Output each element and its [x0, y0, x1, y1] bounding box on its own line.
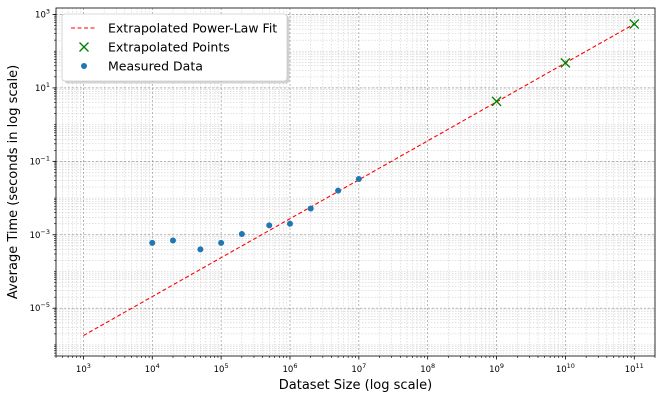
measured-point — [197, 246, 204, 253]
x-tick-exponent: 7 — [362, 362, 366, 370]
legend-label: Measured Data — [108, 59, 203, 74]
y-tick-base: 10 — [35, 84, 46, 94]
x-tick-exponent: 3 — [87, 362, 91, 370]
y-tick-base: 10 — [30, 231, 41, 241]
y-axis-label: Average Time (seconds in log scale) — [6, 65, 21, 299]
x-tick-exponent: 11 — [636, 362, 644, 370]
measured-point — [335, 187, 342, 194]
measured-point — [218, 239, 225, 246]
y-tick-exponent: 3 — [46, 7, 50, 15]
x-tick-exponent: 8 — [431, 362, 435, 370]
legend-label: Extrapolated Points — [108, 40, 230, 55]
measured-point — [169, 237, 176, 244]
x-axis-label: Dataset Size (log scale) — [279, 378, 432, 393]
measured-point — [238, 231, 245, 238]
extrapolated-point — [629, 19, 640, 29]
x-tick-exponent: 6 — [293, 362, 297, 370]
y-tick-exponent: −1 — [40, 154, 50, 162]
y-tick-label: 103 — [35, 7, 50, 20]
y-tick-label: 10−5 — [30, 301, 50, 314]
x-tick-exponent: 9 — [500, 362, 504, 370]
y-tick-exponent: −3 — [40, 228, 50, 236]
measured-point — [266, 222, 273, 229]
legend-handle-extrapolated — [79, 42, 89, 52]
legend-box — [61, 13, 288, 82]
y-tick-label: 10−3 — [30, 228, 50, 241]
y-tick-exponent: −5 — [40, 301, 50, 309]
x-tick-exponent: 10 — [567, 362, 575, 370]
y-tick-label: 101 — [35, 81, 50, 94]
extrapolated-point — [560, 57, 571, 68]
plot-series — [83, 19, 640, 337]
measured-point — [149, 239, 156, 246]
measured-point — [286, 220, 293, 227]
y-tick-exponent: 1 — [46, 81, 50, 89]
legend: Extrapolated Power-Law Fit Extrapolated P… — [61, 13, 290, 84]
legend-handle-measured — [81, 63, 87, 69]
y-tick-base: 10 — [30, 304, 41, 314]
extrapolated-point — [491, 96, 502, 107]
fit-line — [83, 23, 635, 337]
x-tick-exponent: 4 — [156, 362, 160, 370]
y-tick-label: 10−1 — [30, 154, 50, 167]
y-tick-base: 10 — [35, 10, 46, 20]
x-tick-exponent: 5 — [224, 362, 228, 370]
legend-items: Extrapolated Power-Law Fit Extrapolated P… — [71, 21, 277, 74]
legend-label: Extrapolated Power-Law Fit — [108, 21, 277, 36]
y-tick-base: 10 — [30, 157, 41, 167]
measured-point — [307, 205, 314, 212]
measured-point — [355, 176, 362, 183]
